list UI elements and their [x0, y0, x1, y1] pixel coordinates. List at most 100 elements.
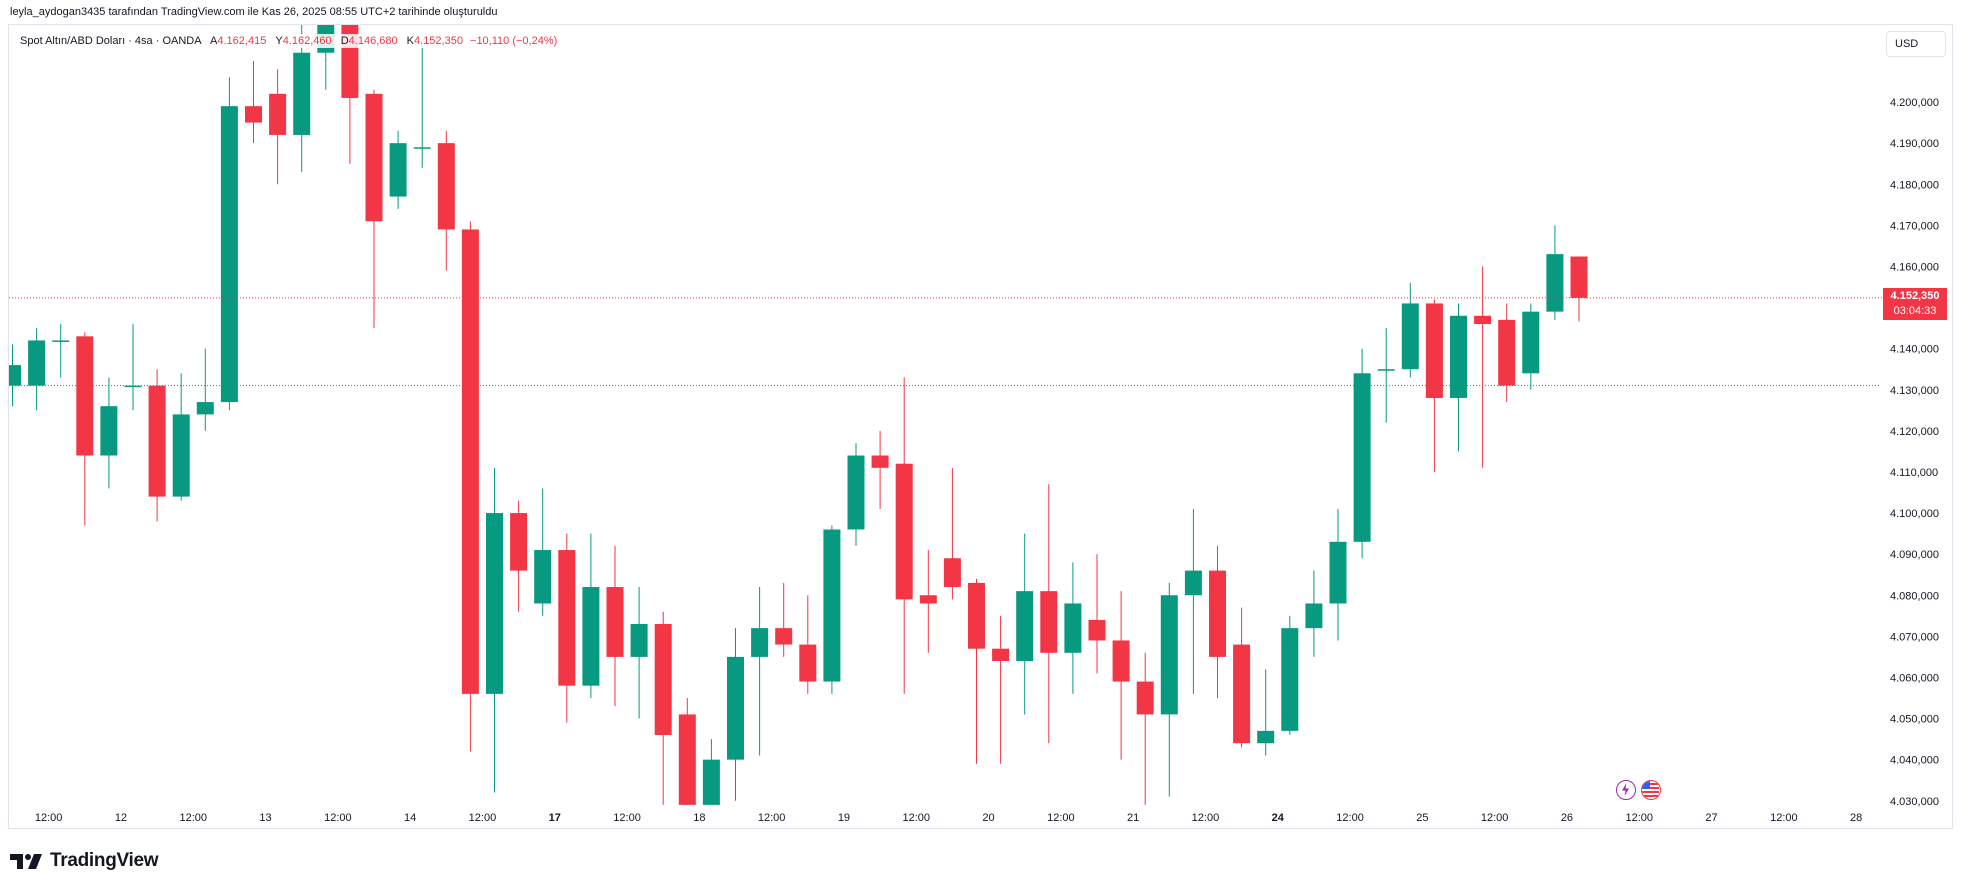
candle-body[interactable] [413, 147, 431, 149]
chart-area[interactable] [8, 24, 1953, 829]
candle-body[interactable] [582, 587, 600, 686]
candle-body[interactable] [606, 587, 624, 657]
candle-body[interactable] [1401, 303, 1419, 370]
candle-body[interactable] [895, 463, 913, 600]
x-tick-label: 20 [982, 812, 994, 824]
candle-body[interactable] [365, 93, 383, 222]
candle-body[interactable] [1209, 570, 1226, 657]
x-tick-label: 12:00 [469, 812, 497, 824]
tradingview-logo[interactable]: TradingView [10, 850, 159, 872]
x-tick-label: 12:00 [1481, 812, 1509, 824]
y-tick-label: 4.090,000 [1890, 549, 1939, 561]
x-tick-label: 18 [693, 812, 705, 824]
candle-body[interactable] [1425, 303, 1443, 398]
candle-body[interactable] [100, 406, 118, 456]
x-tick-label: 12:00 [1625, 812, 1653, 824]
candle-body[interactable] [1329, 541, 1347, 604]
candle-body[interactable] [1040, 591, 1058, 653]
candle-body[interactable] [1088, 619, 1106, 641]
candle-body[interactable] [871, 455, 889, 468]
candle-body[interactable] [52, 340, 70, 342]
candle-body[interactable] [1064, 603, 1082, 653]
candle-body[interactable] [558, 550, 576, 686]
candle-body[interactable] [220, 106, 238, 403]
candle-body[interactable] [76, 336, 94, 456]
candle-body[interactable] [437, 143, 455, 230]
candle-body[interactable] [1257, 730, 1275, 744]
candle-body[interactable] [4, 365, 21, 386]
candle-body[interactable] [1570, 256, 1588, 298]
close-value: 4.152,350 [414, 35, 463, 47]
candle-body[interactable] [943, 558, 961, 588]
y-tick-label: 4.050,000 [1890, 714, 1939, 726]
candle-body[interactable] [269, 93, 287, 135]
candle-body[interactable] [847, 455, 865, 530]
candle-body[interactable] [1450, 315, 1467, 398]
last-price-tag: 4.152,350 03:04:33 [1883, 288, 1947, 320]
candle-body[interactable] [1522, 311, 1540, 374]
candle-body[interactable] [630, 624, 648, 657]
low-label: D [340, 35, 349, 47]
y-tick-label: 4.080,000 [1890, 590, 1939, 602]
candle-body[interactable] [919, 595, 937, 604]
x-tick-label: 12:00 [35, 812, 63, 824]
candle-body[interactable] [1112, 640, 1130, 682]
candle-body[interactable] [751, 628, 769, 657]
chart-credit: leyla_aydogan3435 tarafından TradingView… [10, 6, 498, 18]
y-tick-label: 4.160,000 [1890, 261, 1939, 273]
candle-body[interactable] [510, 513, 528, 571]
candle-body[interactable] [148, 385, 166, 497]
candle-body[interactable] [245, 106, 262, 123]
candle-body[interactable] [799, 644, 817, 682]
x-tick-label: 12:00 [1336, 812, 1364, 824]
x-tick-label: 27 [1705, 812, 1717, 824]
open-label: A [210, 35, 218, 47]
y-tick-label: 4.030,000 [1890, 796, 1939, 808]
open-value: 4.162,415 [217, 35, 267, 47]
candle-body[interactable] [461, 229, 479, 694]
candle-body[interactable] [293, 52, 311, 135]
candle-body[interactable] [1136, 681, 1154, 715]
x-tick-label: 13 [259, 812, 271, 824]
candle-body[interactable] [1353, 373, 1371, 542]
candle-body[interactable] [1160, 595, 1178, 715]
candle-body[interactable] [172, 414, 190, 497]
currency-button[interactable]: USD [1886, 31, 1946, 57]
candle-body[interactable] [823, 529, 841, 682]
candle-body[interactable] [678, 714, 696, 805]
us-flag-icon[interactable] [1641, 780, 1661, 800]
candle-body[interactable] [1474, 315, 1492, 324]
candle-body[interactable] [992, 648, 1010, 662]
flash-icon[interactable] [1616, 780, 1636, 800]
y-tick-label: 4.170,000 [1890, 220, 1939, 232]
candle-body[interactable] [1016, 591, 1034, 662]
candle-body[interactable] [1233, 644, 1251, 744]
y-tick-label: 4.060,000 [1890, 672, 1939, 684]
candle-body[interactable] [389, 143, 407, 197]
symbol-label[interactable]: Spot Altın/ABD Doları · 4sa · OANDA [20, 35, 201, 47]
candle-body[interactable] [1377, 369, 1395, 371]
x-tick-label: 14 [404, 812, 416, 824]
candle-body[interactable] [341, 16, 359, 98]
candle-body[interactable] [1281, 628, 1299, 731]
candle-body[interactable] [727, 656, 744, 760]
x-tick-label: 28 [1850, 812, 1862, 824]
series-legend[interactable]: Spot Altın/ABD Doları · 4sa · OANDA A4.1… [18, 34, 560, 48]
candle-body[interactable] [486, 513, 503, 694]
candle-body[interactable] [534, 550, 552, 604]
candle-body[interactable] [968, 582, 985, 649]
bar-countdown: 03:04:33 [1893, 305, 1937, 317]
candle-body[interactable] [1498, 319, 1516, 386]
x-tick-label: 12:00 [324, 812, 352, 824]
candle-body[interactable] [702, 759, 720, 805]
candle-body[interactable] [1184, 570, 1202, 596]
candle-body[interactable] [28, 340, 46, 386]
candle-body[interactable] [124, 385, 142, 388]
candle-body[interactable] [775, 628, 793, 645]
candle-body[interactable] [1305, 603, 1323, 629]
candle-body[interactable] [196, 402, 214, 415]
candle-body[interactable] [654, 624, 672, 735]
candle-body[interactable] [1546, 254, 1564, 312]
tradingview-mark-icon [10, 854, 42, 869]
